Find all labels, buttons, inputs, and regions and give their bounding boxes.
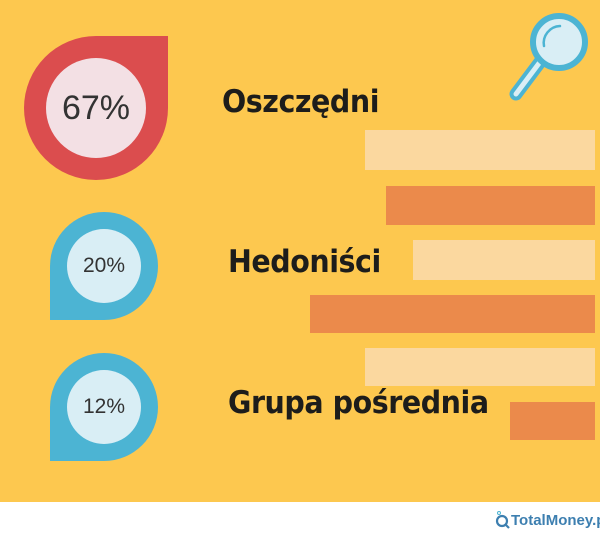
decorative-bar [510,402,595,440]
percent-badge-hedonisci: 20% [50,212,158,320]
decorative-bar [413,240,595,280]
group-label-oszczedni: Oszczędni [222,84,380,120]
decorative-bar [310,295,595,333]
decorative-bar [386,186,595,225]
decorative-bar [365,130,595,170]
logo-magnifier-icon [495,511,510,529]
percent-badge-oszczedni: 67% [24,36,168,180]
totalmoney-logo: TotalMoney.pl [495,510,600,530]
magnifying-glass-icon [509,13,588,101]
group-label-hedonisci: Hedoniści [228,244,381,280]
logo-text: TotalMoney.pl [511,511,600,529]
percent-value: 12% [82,395,126,418]
decorative-bar [365,348,595,386]
percent-badge-grupa-posrednia: 12% [50,353,158,461]
group-label-grupa-posrednia: Grupa pośrednia [228,385,489,421]
percent-value: 20% [82,254,126,277]
percent-value: 67% [61,88,131,127]
